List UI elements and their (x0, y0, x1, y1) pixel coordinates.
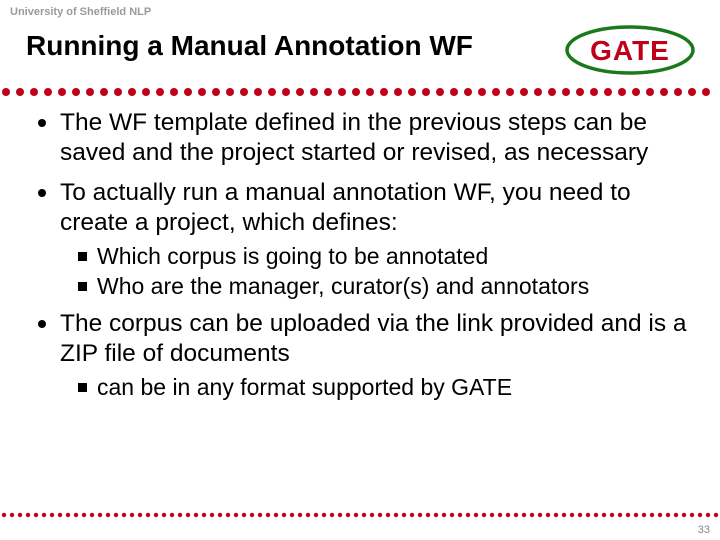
page-number: 33 (698, 524, 710, 536)
bullet-text: To actually run a manual annotation WF, … (60, 178, 692, 238)
divider-top (0, 88, 720, 96)
bullet-item: To actually run a manual annotation WF, … (38, 178, 692, 238)
bullet-marker (38, 189, 46, 197)
content-area: The WF template defined in the previous … (38, 108, 692, 410)
sub-bullet-item: Which corpus is going to be annotated (78, 242, 692, 271)
affiliation-label: University of Sheffield NLP (10, 6, 151, 18)
page-title: Running a Manual Annotation WF (26, 30, 473, 62)
gate-logo: GATE (562, 22, 698, 78)
bullet-item: The corpus can be uploaded via the link … (38, 309, 692, 369)
sub-bullet-item: can be in any format supported by GATE (78, 373, 692, 402)
sub-bullet-text: Which corpus is going to be annotated (97, 242, 488, 271)
bullet-text: The WF template defined in the previous … (60, 108, 692, 168)
bullet-text: The corpus can be uploaded via the link … (60, 309, 692, 369)
sub-bullet-marker (78, 282, 87, 291)
divider-bottom (0, 512, 720, 518)
bullet-item: The WF template defined in the previous … (38, 108, 692, 168)
svg-text:GATE: GATE (590, 35, 670, 66)
bullet-marker (38, 320, 46, 328)
sub-bullet-text: Who are the manager, curator(s) and anno… (97, 272, 589, 301)
bullet-marker (38, 119, 46, 127)
sub-bullet-item: Who are the manager, curator(s) and anno… (78, 272, 692, 301)
sub-bullet-text: can be in any format supported by GATE (97, 373, 512, 402)
sub-bullet-marker (78, 383, 87, 392)
sub-bullet-marker (78, 252, 87, 261)
